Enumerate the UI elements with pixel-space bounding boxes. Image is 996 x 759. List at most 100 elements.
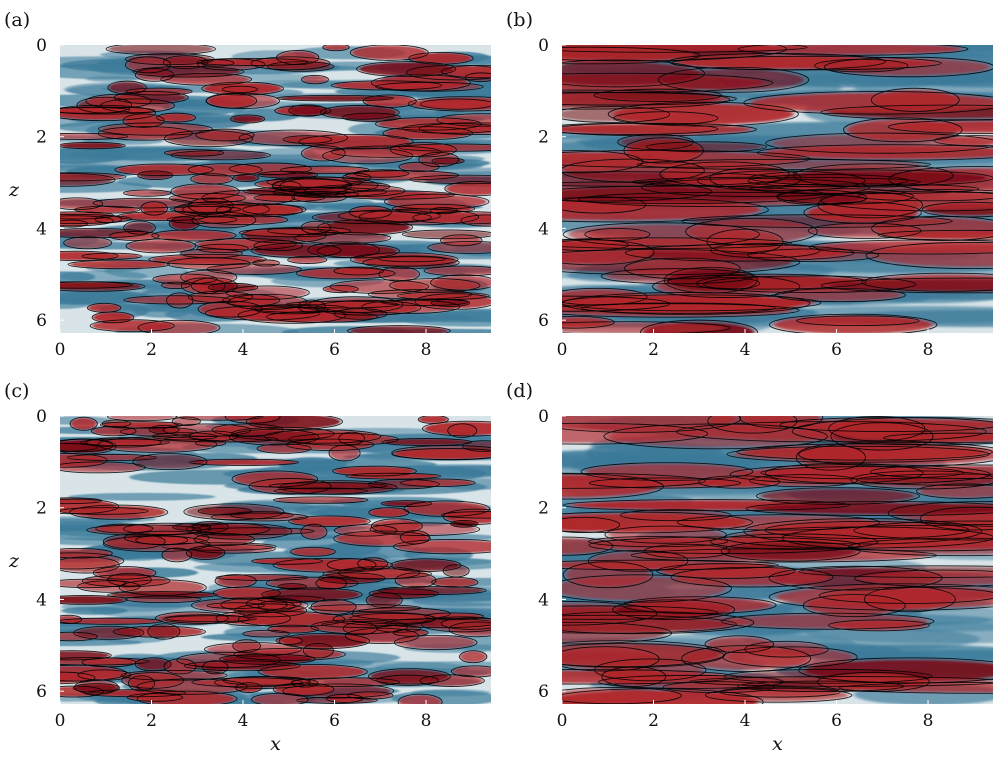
contour-line [322, 45, 350, 52]
contour-line [378, 266, 420, 282]
contour-line [776, 189, 868, 206]
contour-line [85, 437, 162, 448]
high-speed-streak [887, 433, 993, 442]
contour-line [823, 56, 993, 78]
high-speed-streak [418, 416, 448, 423]
high-speed-streak [117, 164, 211, 175]
high-speed-streak [223, 86, 257, 93]
contour-line [191, 523, 293, 540]
contour-line [612, 599, 736, 621]
high-speed-streak [70, 260, 168, 269]
high-speed-streak [275, 559, 390, 572]
high-speed-streak [172, 184, 238, 199]
contour-line [60, 132, 129, 140]
contour-line [112, 625, 206, 638]
contour-line [562, 150, 644, 174]
contour-line [267, 624, 319, 634]
high-speed-streak [396, 540, 491, 553]
contour-line [737, 45, 969, 56]
contour-line [288, 104, 327, 117]
contour-line [676, 421, 987, 443]
panel-b: 0 2 4 6 8 0 2 4 6 (b) [506, 9, 993, 360]
contour-line [232, 639, 261, 653]
contour-line [200, 59, 235, 67]
contour-line [449, 519, 479, 528]
x-tick-label: 0 [557, 711, 568, 731]
high-speed-streak [750, 92, 993, 113]
high-speed-streak [369, 508, 408, 517]
contour-line [704, 635, 775, 653]
high-speed-streak [60, 557, 118, 572]
contour-line [368, 668, 451, 685]
x-tick-label: 4 [238, 711, 249, 731]
y-tick-label: 2 [538, 499, 549, 519]
contour-line [861, 272, 993, 292]
high-speed-streak [562, 297, 665, 311]
contour-line [97, 126, 193, 141]
contour-line [620, 509, 732, 522]
panel-label: (b) [506, 9, 533, 31]
contour-line [60, 650, 112, 661]
contour-line [120, 426, 197, 437]
contour-line [99, 421, 183, 429]
contour-line [594, 658, 707, 682]
contour-line [604, 525, 727, 544]
contour-line [562, 237, 792, 249]
contour-line [587, 549, 689, 572]
contour-line [441, 64, 491, 79]
contour-line [747, 174, 909, 188]
high-speed-streak [372, 523, 478, 535]
contour-line [237, 611, 346, 628]
contour-line [796, 315, 920, 327]
contour-line [888, 165, 993, 193]
contour-line [838, 682, 993, 694]
contour-line [587, 535, 729, 548]
contour-line [344, 627, 420, 645]
contour-line [361, 299, 461, 314]
contour-line [290, 546, 336, 557]
contour-line [562, 45, 787, 62]
contour-line [720, 612, 935, 630]
high-speed-streak [562, 241, 652, 264]
contour-line [418, 122, 491, 136]
contour-line [147, 623, 181, 640]
contour-line [300, 145, 346, 162]
y-tick-label: 0 [36, 407, 47, 427]
contour-line [600, 268, 754, 285]
contour-line [333, 524, 398, 537]
contour-line [123, 220, 156, 235]
high-speed-streak [830, 620, 928, 631]
contour-line [250, 304, 349, 313]
contour-line [126, 693, 184, 702]
contour-line [562, 536, 614, 556]
contour-line [162, 614, 250, 624]
contour-line [278, 480, 398, 495]
contour-line [333, 308, 388, 320]
y-tick-label: 4 [538, 219, 549, 239]
contour-line [562, 561, 654, 589]
x-tick-label: 4 [740, 340, 751, 360]
high-speed-streak [562, 124, 714, 134]
contour-line [698, 475, 781, 489]
contour-line [820, 188, 993, 212]
y-tick-label: 4 [538, 590, 549, 610]
contour-line [171, 416, 201, 427]
high-speed-streak [567, 224, 755, 245]
contour-line [444, 181, 491, 197]
contour-line [562, 611, 755, 635]
contour-line [739, 416, 824, 429]
contour-line [137, 170, 174, 181]
contour-line [768, 565, 943, 591]
high-speed-streak [799, 316, 917, 325]
high-speed-streak [352, 45, 427, 60]
contour-line [657, 66, 810, 93]
y-tick-label: 0 [538, 407, 549, 427]
contour-line [356, 61, 457, 77]
contour-line [183, 503, 285, 521]
y-tick-label: 0 [36, 36, 47, 56]
contour-line [298, 133, 414, 150]
contour-line [391, 448, 491, 460]
contour-line [163, 149, 225, 157]
contour-line [376, 674, 439, 686]
contour-line [258, 663, 368, 680]
